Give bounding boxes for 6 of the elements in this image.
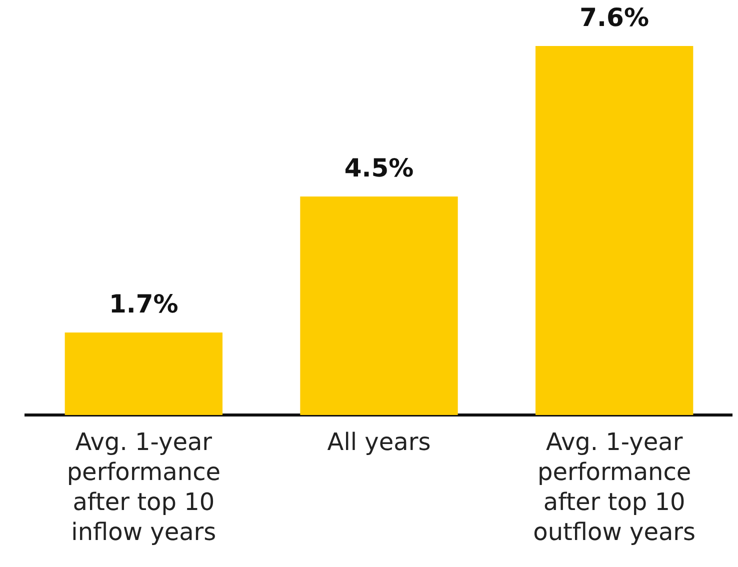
data-label: 4.5% — [344, 154, 414, 183]
data-label: 1.7% — [108, 289, 178, 318]
data-label: 7.6% — [580, 3, 650, 32]
x-tick-label: All years — [327, 428, 431, 456]
x-tick-label: Avg. 1-year performance after top 10 outflow years — [533, 428, 696, 546]
x-tick-label: Avg. 1-year performance after top 10 inflow years — [66, 428, 221, 546]
